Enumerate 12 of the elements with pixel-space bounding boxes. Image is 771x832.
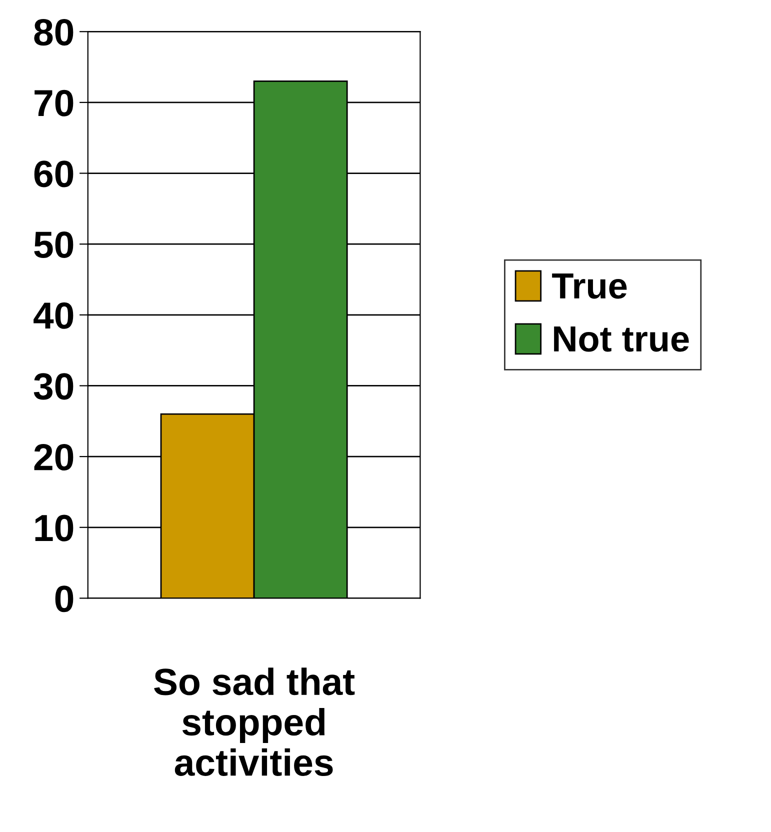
legend-label: Not true [554, 326, 689, 352]
y-tick-label: 30 [34, 373, 74, 400]
y-tick-label: 50 [34, 231, 74, 258]
y-tick-label: 80 [34, 19, 74, 46]
y-tick-label: 20 [34, 444, 74, 471]
y-tick-label: 0 [55, 586, 74, 612]
x-tick-label: So sad that stopped activities [154, 668, 355, 776]
legend-label: True [552, 274, 627, 299]
y-tick-label: 70 [34, 90, 74, 116]
y-tick-label: 40 [34, 302, 74, 329]
y-tick-label: 10 [35, 514, 74, 542]
y-tick-label: 60 [34, 160, 74, 188]
